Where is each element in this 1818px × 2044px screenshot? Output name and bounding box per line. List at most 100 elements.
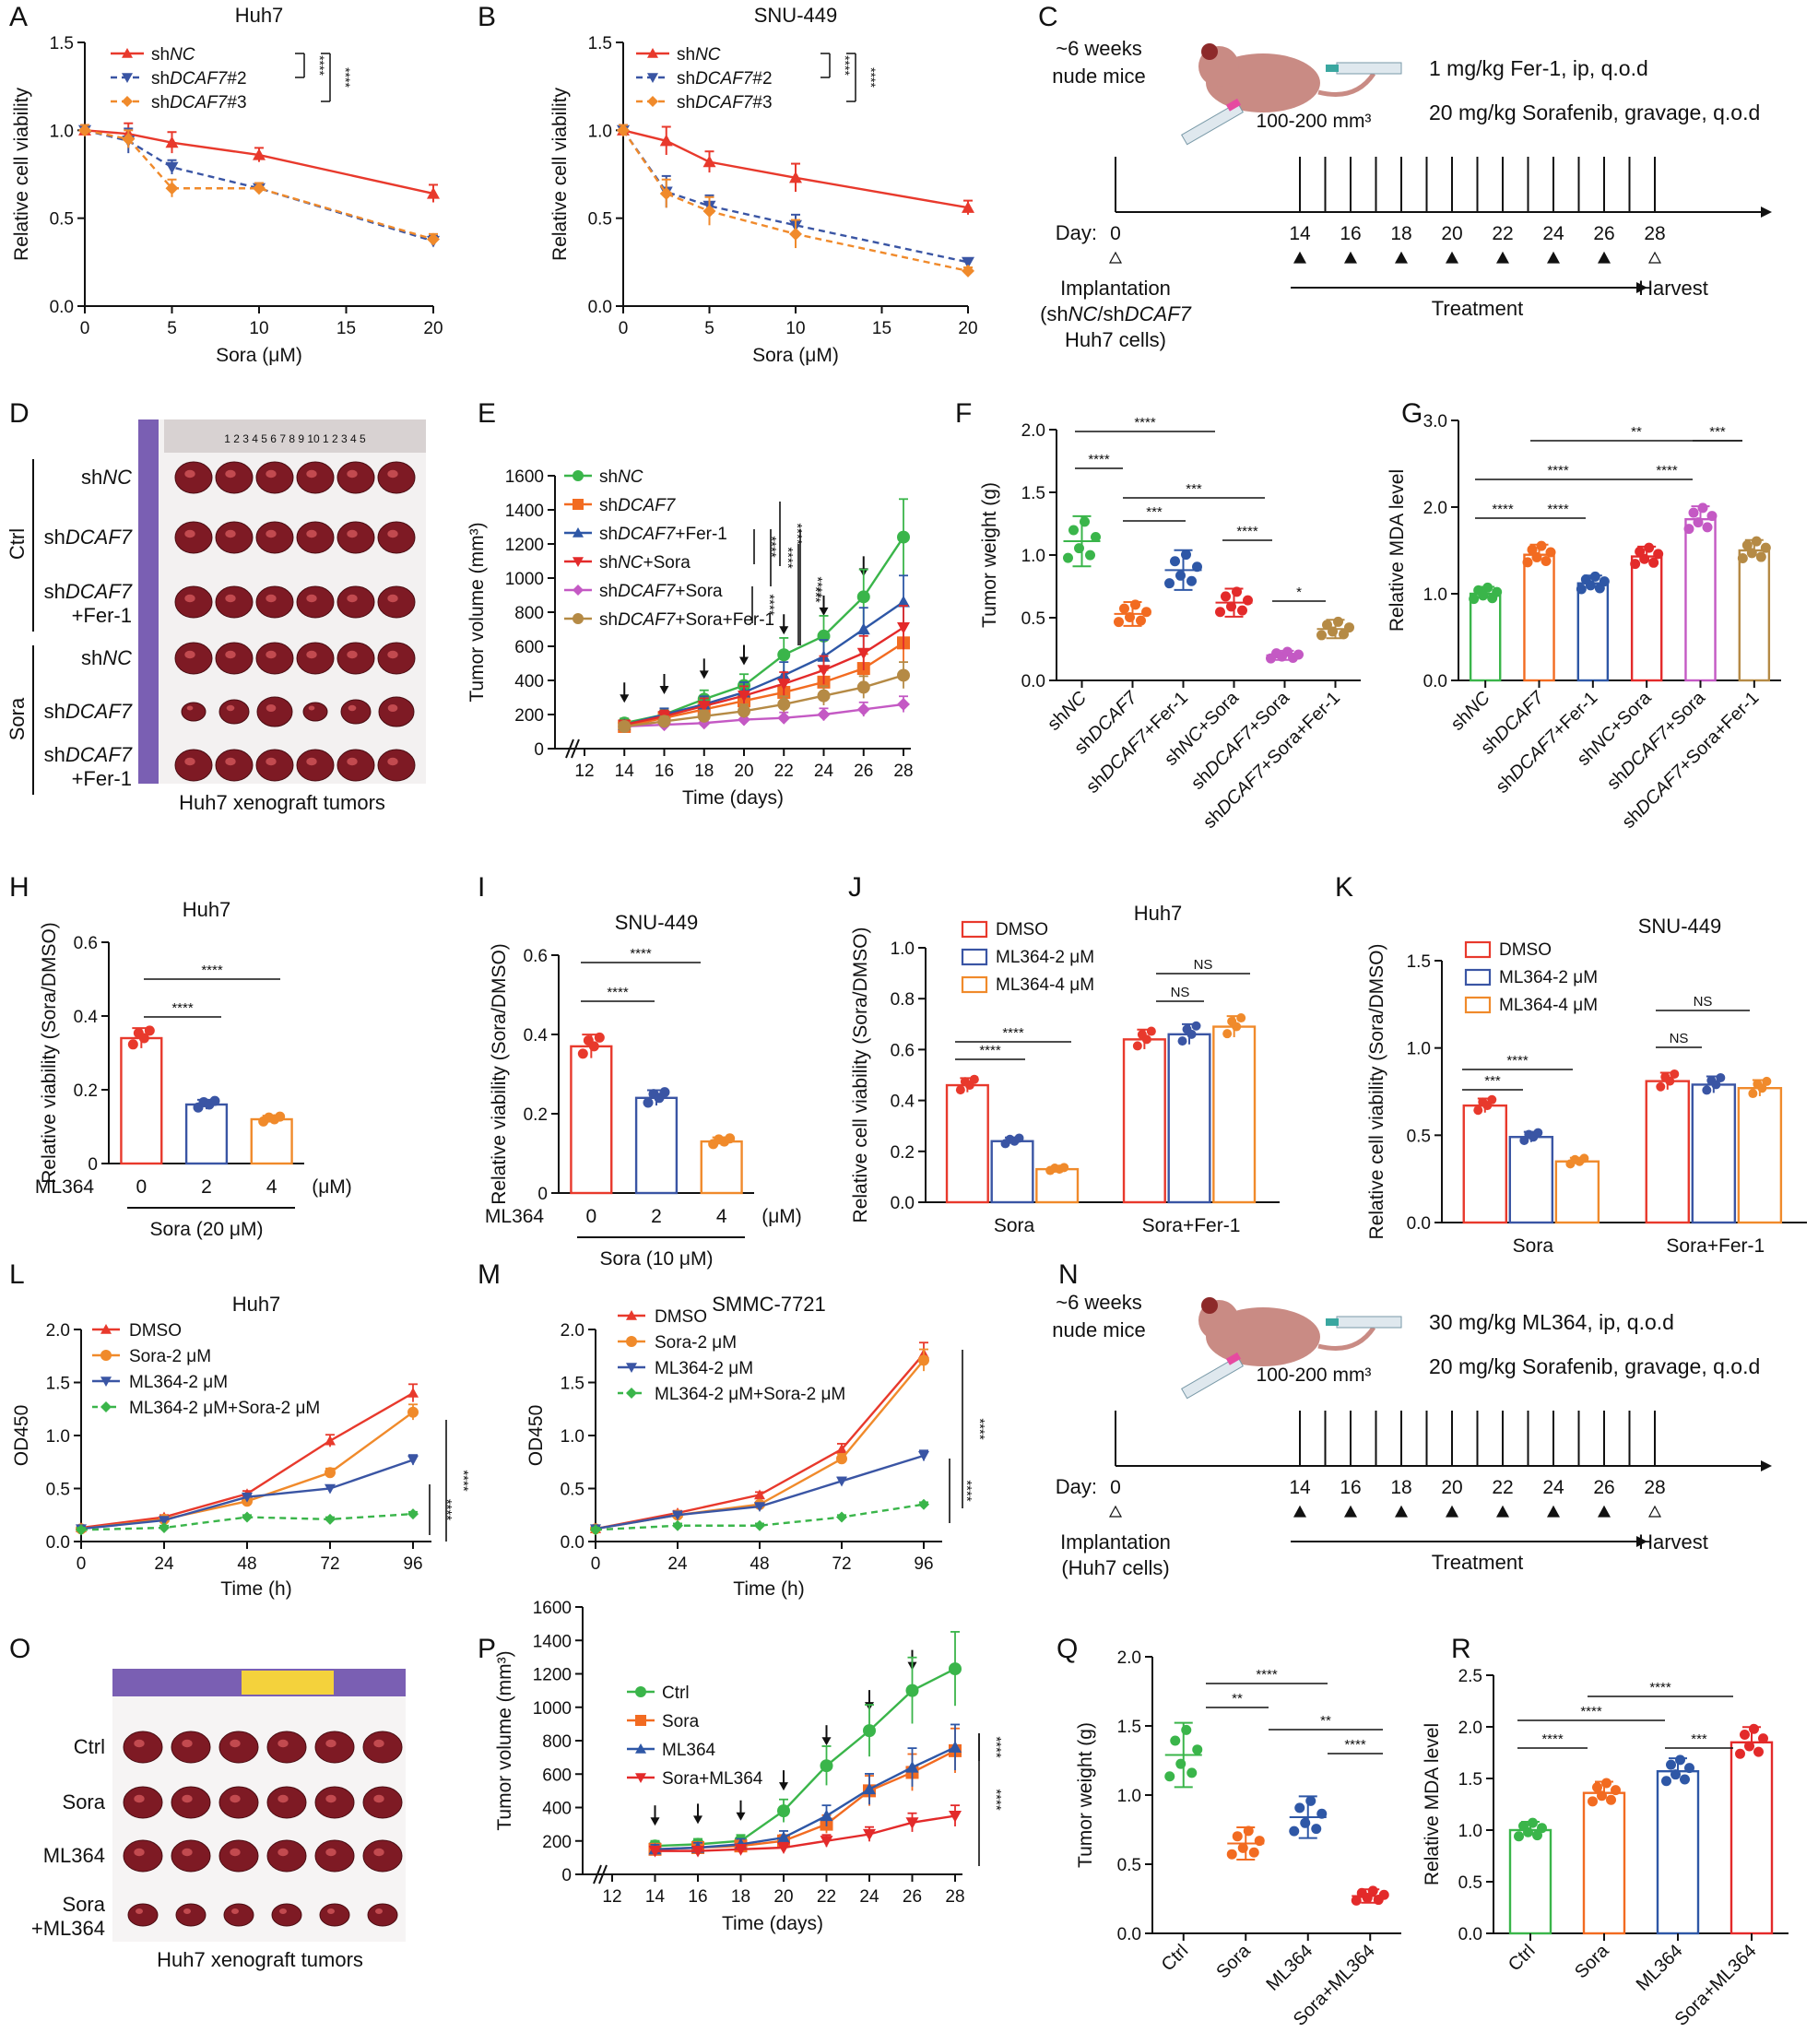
data-point [618,719,632,733]
tumor-highlight [373,1848,384,1857]
data-point [1164,1771,1175,1782]
tumor-highlight [182,1848,193,1857]
y-axis-label: Tumor volume (mm³) [494,1650,515,1830]
y-tick-label: 1200 [533,1666,572,1685]
photo-row-label: shDCAF7 [44,743,133,766]
panel-letter-f: F [955,398,972,429]
mice-label: nude mice [1052,1318,1146,1341]
chart-title: Huh7 [183,898,231,921]
data-point [1074,543,1084,554]
tumor-highlight [387,704,398,712]
legend-label: DMSO [655,1307,707,1327]
schematic-c: ~6 weeks nude mice 100-200 mm³ 1 mg/kg Fer-… [1040,37,1772,351]
data-point [1693,517,1704,528]
data-point [1215,607,1225,618]
y-axis-label: Tumor weight (g) [1075,1722,1096,1868]
significance-label: **** [201,963,223,978]
y-tick-label: 0.5 [50,210,74,230]
y-axis-label: Relative cell viability (Sora/DMSO) [1366,944,1387,1240]
data-point [407,1388,419,1398]
tumor-highlight [225,650,236,659]
data-point [1136,615,1146,626]
bar [1729,1741,1774,1935]
data-point [1175,1758,1186,1769]
treatment-triangle-icon [1597,251,1611,264]
treatment-triangle-icon [1394,1505,1409,1518]
data-point [897,530,910,544]
x-tick-label: 10 [249,319,268,338]
x-tick-label: 10 [785,319,805,338]
significance-label: **** [972,1418,987,1440]
day-label: Day: [1056,221,1097,244]
y-tick-label: 1.0 [1407,1040,1431,1059]
bar [184,1103,229,1165]
treatment-triangle-icon [1343,251,1358,264]
data-point [820,1759,833,1773]
y-tick-label: 1.0 [46,1427,70,1447]
legend-marker [122,48,133,58]
data-point [1760,542,1771,553]
data-point [127,1039,138,1050]
significance-label: **** [1547,463,1569,479]
axis-break-icon [565,738,580,759]
significance-label: **** [313,55,327,76]
bar [250,1117,293,1165]
tumor-image [266,1731,307,1764]
y-tick-label: 1.5 [1458,1770,1482,1790]
x-tick-label: 96 [914,1554,933,1574]
y-tick-label: 2.0 [1117,1648,1141,1668]
tumor-image [255,642,294,675]
x-axis-label: Time (h) [733,1578,804,1600]
photo-row-label: shDCAF7 [44,580,133,603]
panel-letter-r: R [1451,1634,1471,1664]
legend-marker [100,1401,112,1412]
legend-marker [122,96,133,107]
data-point [817,708,831,721]
x-tick-label: 20 [958,319,977,338]
significance-label: ** [1232,1691,1243,1707]
tumor-image [266,1786,307,1819]
tumor-highlight [230,1794,241,1803]
data-point [1192,561,1202,573]
treatment-arrow-icon [620,694,630,703]
tumor-highlight [266,529,277,538]
data-point [242,1511,253,1523]
data-point [754,1502,765,1513]
data-point [1125,612,1135,623]
data-point [1362,1893,1373,1904]
bar [1469,592,1502,682]
day-tick-label: 24 [1542,1477,1564,1498]
tumor-image [127,1903,159,1927]
photo-row-label: +Fer-1 [72,604,132,627]
bar [1656,1769,1700,1935]
data-point [1243,1825,1254,1837]
data-point [1141,607,1151,618]
data-point [1191,1021,1201,1031]
bar [120,1036,163,1165]
bar [1684,517,1717,682]
tumor-image [362,1839,403,1873]
tumor-highlight [182,1739,193,1748]
panel-letter-j: J [848,872,862,903]
y-tick-label: 2.0 [1458,1719,1482,1738]
mouse-ear-icon [1201,43,1218,60]
tumor-highlight [347,757,358,766]
series-line-0 [655,1667,956,1848]
chart-p: 0 200 400 600 800 1000 1200 1400 1600 Tumor volum… [494,1599,1004,1934]
unit-label: (μM) [312,1176,352,1198]
tumor-highlight [277,1848,289,1857]
data-point [691,1846,704,1858]
legend-label: Sora+ML364 [662,1769,763,1789]
tumor-image [336,749,375,782]
data-point [1588,1796,1598,1807]
x-tick-label: 4 [716,1206,727,1227]
legend-marker [573,585,584,596]
panel-letter-a: A [9,2,28,32]
significance-label: **** [1134,415,1156,431]
treatment-triangle-icon [1495,251,1510,264]
data-point [1751,536,1762,547]
data-point [1294,1802,1305,1814]
y-tick-label: 0 [537,1185,548,1204]
legend-label: shDCAF7+Fer-1 [599,525,727,544]
